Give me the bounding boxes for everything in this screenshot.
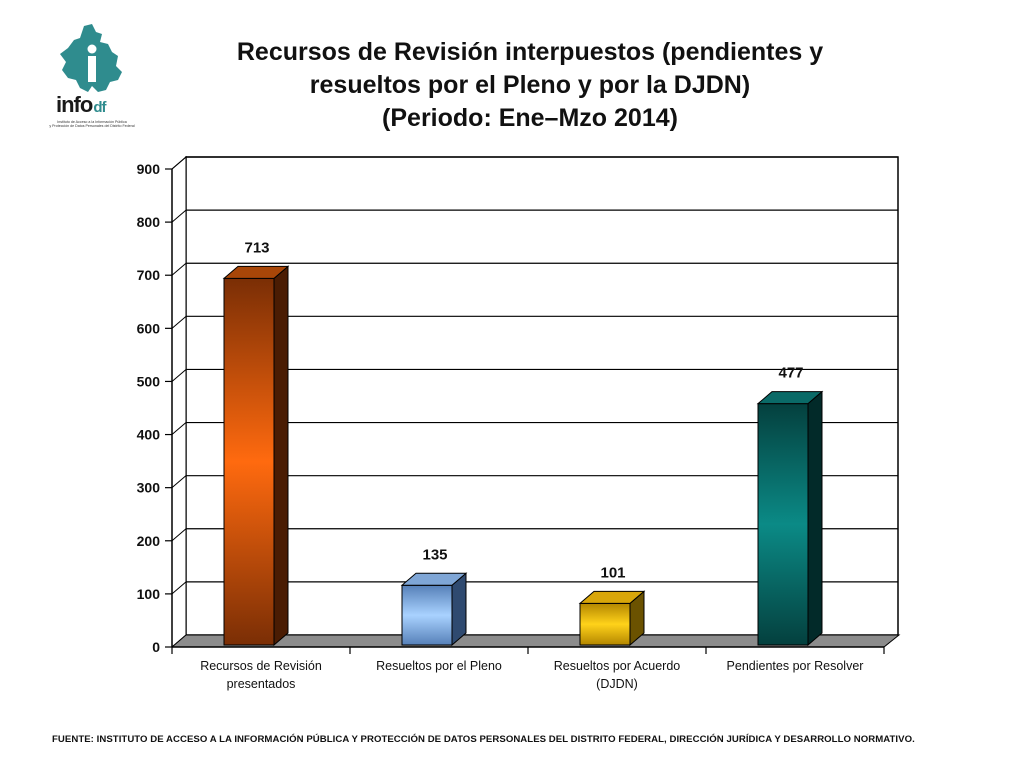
bar-front	[579, 602, 631, 646]
gridline-side	[171, 209, 187, 223]
bar-front	[401, 584, 453, 646]
category-label: presentados	[227, 677, 296, 691]
bar	[400, 572, 468, 647]
logo-wordmark: infodf	[56, 92, 107, 117]
data-label: 101	[600, 564, 625, 581]
bar-top	[222, 265, 290, 279]
y-tick-label: 200	[137, 533, 161, 549]
data-label: 477	[778, 365, 803, 382]
side-wall	[171, 155, 187, 649]
category-label: (DJDN)	[596, 677, 638, 691]
data-label: 713	[244, 239, 269, 256]
category-label: Resueltos por Acuerdo	[554, 659, 681, 673]
bar	[222, 265, 290, 647]
category-label: Resueltos por el Pleno	[376, 659, 502, 673]
logo-subtitle: Instituto de Acceso a la Información Púb…	[49, 120, 135, 129]
bar	[578, 590, 646, 647]
info-dot	[87, 44, 97, 54]
infodf-logo	[60, 24, 122, 92]
info-stem	[88, 56, 96, 82]
source-note: FUENTE: INSTITUTO DE ACCESO A LA INFORMA…	[52, 734, 915, 745]
y-tick-label: 100	[137, 586, 161, 602]
bar-side	[273, 265, 289, 647]
y-tick-label: 500	[137, 373, 161, 389]
gridline-side	[171, 581, 187, 595]
y-tick-label: 800	[137, 214, 161, 230]
bar-top	[756, 391, 824, 405]
data-label: 135	[422, 546, 447, 563]
bar-side	[807, 390, 823, 647]
gridline-side	[171, 156, 187, 170]
y-tick-label: 300	[137, 480, 161, 496]
y-tick-label: 700	[137, 267, 161, 283]
bar-front	[757, 403, 809, 646]
title-line-2: resueltos por el Pleno y por la DJDN)	[309, 71, 751, 99]
category-label: Pendientes por Resolver	[727, 659, 864, 673]
gridline-side	[171, 315, 187, 329]
category-label: Recursos de Revisión	[200, 659, 322, 673]
gridline-side	[171, 422, 187, 435]
y-tick-label: 400	[137, 427, 161, 443]
chart-title: Recursos de Revisión interpuestos (pendi…	[160, 36, 900, 135]
y-tick-label: 600	[137, 320, 161, 336]
gridline-side	[171, 369, 187, 382]
y-tick-label: 900	[137, 161, 161, 177]
gridline-side	[171, 475, 187, 489]
bar-front	[223, 277, 275, 646]
y-tick-label: 0	[152, 639, 160, 655]
bar	[756, 390, 824, 647]
title-line-1: Recursos de Revisión interpuestos (pendi…	[236, 38, 824, 66]
gridline-side	[171, 262, 187, 276]
bar-top	[400, 572, 468, 586]
title-line-3: (Periodo: Ene–Mzo 2014)	[382, 104, 678, 132]
bar-top	[578, 590, 646, 604]
gridline-side	[171, 528, 187, 542]
